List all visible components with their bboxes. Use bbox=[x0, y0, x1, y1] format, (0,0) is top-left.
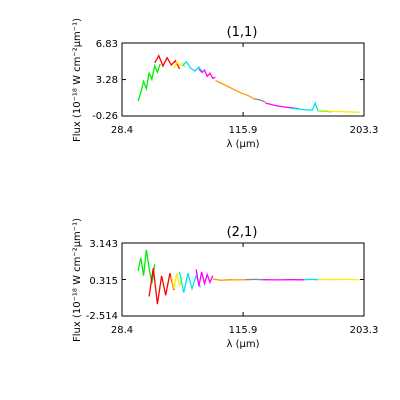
plot-area bbox=[121, 42, 365, 117]
plot-frame bbox=[121, 42, 365, 117]
series-line-5 bbox=[195, 269, 214, 287]
y-tick-label: 6.83 bbox=[96, 39, 118, 50]
x-tick-label: 115.9 bbox=[229, 325, 258, 336]
chart-title: (1,1) bbox=[227, 25, 258, 40]
x-axis-label: λ (μm) bbox=[226, 339, 259, 350]
series-line-3 bbox=[170, 273, 183, 289]
series-line-1 bbox=[137, 63, 161, 102]
y-tick-label: 0.315 bbox=[89, 276, 118, 287]
x-tick-label: 203.3 bbox=[350, 125, 379, 136]
y-tick-label: -2.514 bbox=[86, 311, 118, 322]
x-tick-label: 28.4 bbox=[111, 125, 133, 136]
series-line-8 bbox=[265, 102, 299, 110]
y-axis-label: Flux (10⁻¹⁸ W cm⁻²μm⁻¹) bbox=[72, 18, 83, 142]
chart-panel-2: (2,1) 3.143 0.315 -2.514 28.4 115.9 203.… bbox=[72, 218, 378, 350]
series-line-4 bbox=[178, 271, 201, 293]
series-line-6 bbox=[212, 278, 247, 281]
plot-area bbox=[121, 242, 365, 317]
x-tick-label: 115.9 bbox=[229, 125, 258, 136]
series-line-5 bbox=[198, 68, 216, 80]
chart-title: (2,1) bbox=[227, 225, 258, 240]
y-tick-label: 3.143 bbox=[89, 239, 118, 250]
series-line-10 bbox=[317, 109, 360, 113]
y-axis-label: Flux (10⁻¹⁸ W cm⁻²μm⁻¹) bbox=[72, 218, 83, 342]
x-tick-label: 28.4 bbox=[111, 325, 133, 336]
y-tick-label: -0.26 bbox=[92, 111, 118, 122]
x-tick-label: 203.3 bbox=[350, 325, 379, 336]
series-line-1 bbox=[137, 249, 156, 284]
chart-panel-1: (1,1) 6.83 3.28 -0.26 28.4 115.9 203.3 λ… bbox=[72, 18, 378, 150]
x-axis-label: λ (μm) bbox=[226, 139, 259, 150]
series-line-2 bbox=[154, 54, 181, 70]
series-line-4 bbox=[181, 60, 204, 74]
series-line-6 bbox=[215, 79, 255, 100]
series-line-2 bbox=[148, 268, 175, 305]
series-line-7 bbox=[254, 98, 266, 103]
y-tick-label: 3.28 bbox=[96, 75, 118, 86]
